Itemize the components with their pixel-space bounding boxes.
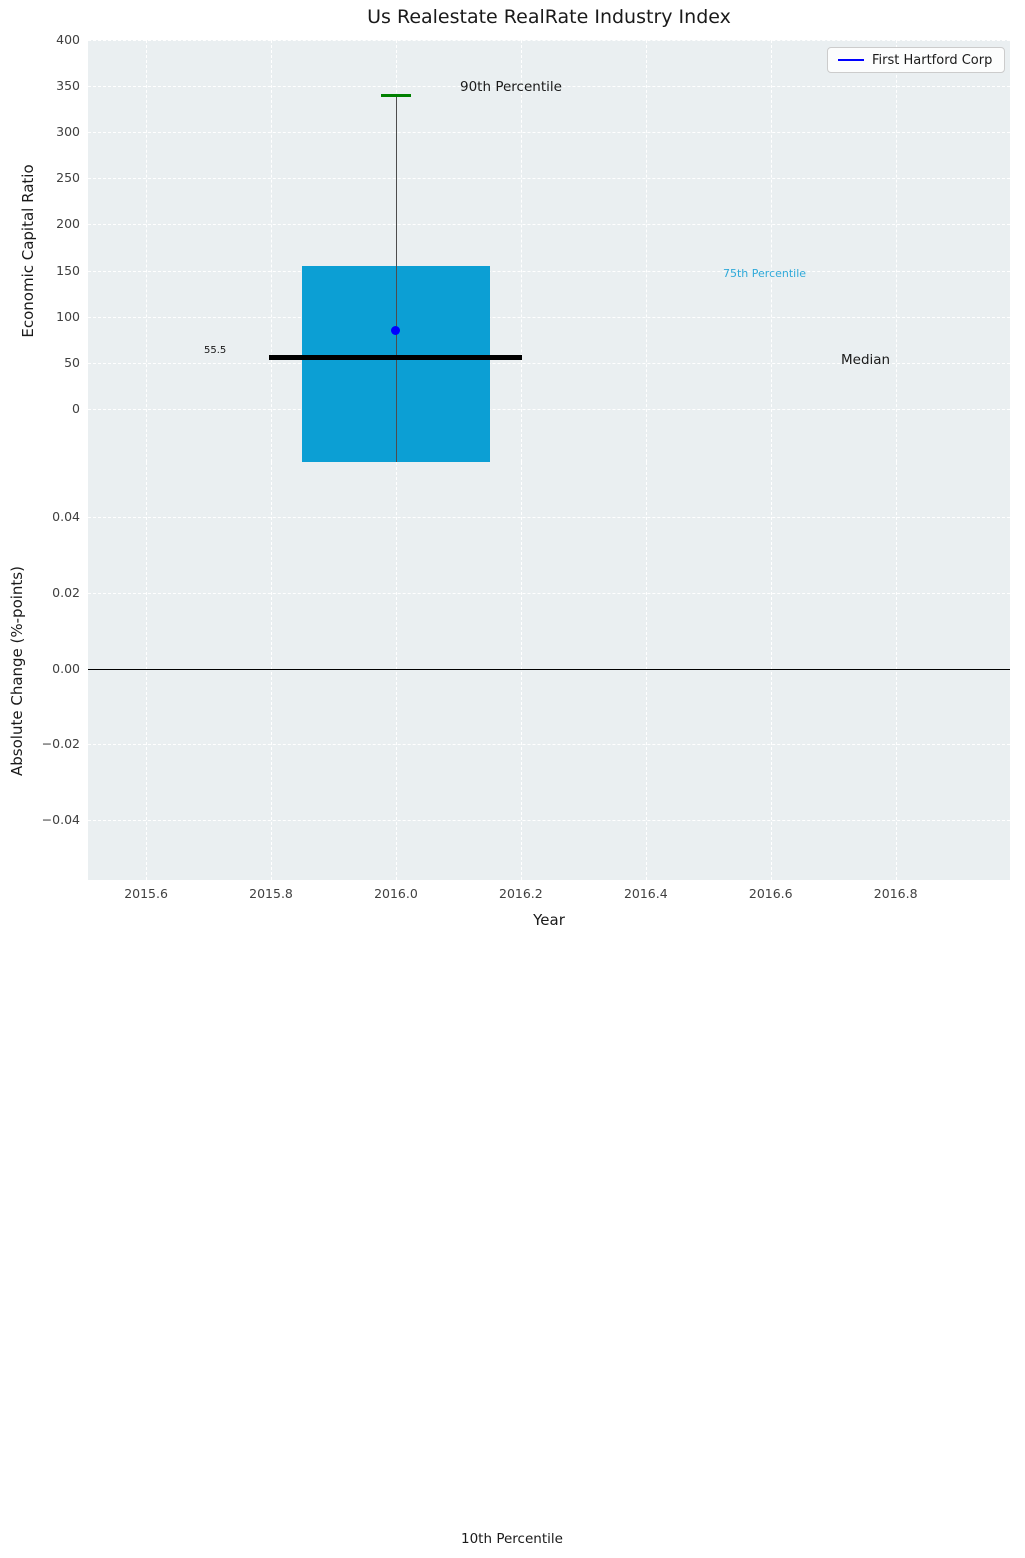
x-tick-label: 2015.6 xyxy=(124,886,168,901)
x-tick-label: 2016.8 xyxy=(873,886,918,901)
x-tick-label: 2016.4 xyxy=(623,886,668,901)
gridline-horizontal xyxy=(88,40,1010,41)
y-tick-label: −0.04 xyxy=(41,812,80,828)
y-tick-label: 350 xyxy=(56,78,80,94)
legend-line-sample xyxy=(838,59,864,61)
gridline-vertical xyxy=(520,40,522,462)
gridline-horizontal xyxy=(88,592,1010,594)
annotation-90th-percentile: 90th Percentile xyxy=(460,79,562,95)
percentile-box xyxy=(302,265,490,462)
y-tick-label: 400 xyxy=(56,32,80,47)
y-tick-label: 0.04 xyxy=(52,508,80,524)
x-tick-label: 2016.6 xyxy=(748,886,793,901)
x-tick-label: 2016.2 xyxy=(499,886,543,901)
annotation-10th-percentile: 10th Percentile xyxy=(461,1531,563,1547)
y-tick-label: −0.02 xyxy=(41,736,80,752)
gridline-vertical xyxy=(895,462,897,880)
x-tick-label: 2015.8 xyxy=(249,886,293,901)
median-line xyxy=(269,355,523,361)
legend-label: First Hartford Corp xyxy=(872,52,993,68)
gridline-horizontal xyxy=(88,270,1010,272)
y-tick-label: 200 xyxy=(56,216,80,232)
gridline-horizontal xyxy=(88,132,1010,134)
y-tick-label: 150 xyxy=(56,262,80,278)
y-tick-label: 100 xyxy=(56,308,80,324)
gridline-horizontal xyxy=(88,224,1010,226)
whisker-line xyxy=(395,95,397,462)
gridline-vertical xyxy=(395,462,397,880)
company-marker xyxy=(391,326,401,336)
gridline-vertical xyxy=(770,40,772,462)
gridline-vertical xyxy=(770,462,772,880)
gridline-horizontal xyxy=(88,516,1010,518)
gridline-horizontal xyxy=(88,86,1010,88)
gridline-vertical xyxy=(645,462,647,880)
y-tick-label: 0.02 xyxy=(52,584,80,600)
gridline-vertical xyxy=(520,462,522,880)
y-tick-label: 250 xyxy=(56,170,80,186)
chart-title: Us Realestate RealRate Industry Index xyxy=(367,6,731,28)
x-axis-label: Year xyxy=(533,911,565,929)
top-axes-economic-capital-ratio xyxy=(88,40,1010,462)
y-tick-label: 0.00 xyxy=(52,660,80,676)
annotation-75th-percentile: 75th Percentile xyxy=(723,267,807,280)
annotation-median: Median xyxy=(841,352,891,368)
y-tick-label: 50 xyxy=(64,354,80,370)
gridline-vertical xyxy=(645,40,647,462)
gridline-vertical xyxy=(271,462,273,880)
gridline-horizontal xyxy=(88,316,1010,318)
gridline-horizontal xyxy=(88,362,1010,364)
gridline-vertical xyxy=(146,462,148,880)
p90-cap xyxy=(380,94,411,97)
gridline-vertical xyxy=(271,40,273,462)
gridline-horizontal xyxy=(88,744,1010,746)
zero-line xyxy=(88,668,1010,670)
gridline-vertical xyxy=(146,40,148,462)
bottom-axes-absolute-change xyxy=(88,462,1010,880)
annotation-median-value: 55.5 xyxy=(204,345,227,356)
gridline-horizontal xyxy=(88,178,1010,180)
x-tick-label: 2016.0 xyxy=(374,886,418,901)
gridline-vertical xyxy=(895,40,897,462)
gridline-horizontal xyxy=(88,408,1010,410)
legend: First Hartford Corp xyxy=(827,47,1005,73)
y-tick-label: 300 xyxy=(56,124,80,140)
gridline-horizontal xyxy=(88,820,1010,822)
y-tick-label: 0 xyxy=(72,400,80,416)
